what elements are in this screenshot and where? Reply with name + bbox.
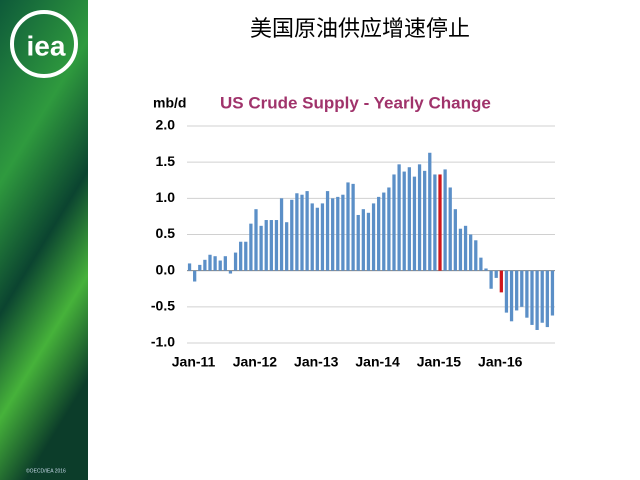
bar [397, 164, 401, 271]
bar [198, 264, 202, 271]
bar [371, 203, 376, 271]
bar [469, 234, 473, 271]
bar [336, 196, 340, 271]
x-tick-label: Jan-11 [172, 354, 216, 370]
bar [402, 171, 406, 271]
bar [499, 270, 503, 293]
footer: ©OECD/IEA 2016 [26, 467, 66, 474]
bar [331, 198, 335, 271]
bar [377, 196, 381, 271]
bar [203, 259, 207, 271]
bar [540, 270, 544, 323]
bar [453, 209, 457, 271]
bar [187, 263, 192, 271]
y-tick-label: 0.0 [156, 261, 176, 277]
bar [550, 270, 555, 316]
bar [239, 241, 243, 271]
slide-title: 美国原油供应增速停止 [250, 17, 470, 42]
y-tick-label: -0.5 [151, 298, 175, 314]
bar [233, 252, 238, 271]
bar [193, 270, 197, 282]
bar [387, 187, 391, 271]
bar [218, 260, 222, 271]
bar [295, 193, 299, 271]
y-tick-label: 2.0 [156, 117, 176, 133]
bar [489, 270, 493, 289]
bar [356, 214, 360, 271]
bar [530, 270, 534, 325]
bar [545, 270, 549, 328]
bar [285, 222, 289, 271]
x-tick-label: Jan-12 [233, 354, 278, 370]
bar [341, 194, 345, 271]
bar [305, 191, 309, 271]
bar [515, 270, 519, 311]
y-tick-label: 1.0 [156, 189, 176, 205]
bar [535, 270, 539, 330]
bar [279, 198, 284, 271]
bar [208, 254, 212, 271]
bar [325, 191, 330, 271]
side-panel [0, 0, 88, 480]
x-tick-label: Jan-16 [478, 354, 523, 370]
bar [300, 194, 304, 271]
bar [443, 169, 447, 271]
bar [320, 203, 325, 271]
bar [259, 225, 263, 271]
y-label: mb/d [153, 95, 186, 111]
bar [366, 212, 371, 271]
x-tick-label: Jan-14 [355, 354, 400, 370]
bar [249, 223, 253, 271]
bar [407, 167, 411, 271]
x-tick-label: Jan-15 [417, 354, 462, 370]
bar [433, 174, 437, 271]
bar [310, 203, 314, 271]
bar [525, 270, 529, 318]
bar [274, 220, 279, 271]
bar [228, 270, 233, 274]
bar [269, 220, 273, 271]
bar [509, 270, 514, 322]
bar [474, 240, 478, 271]
bar [448, 187, 452, 271]
bar [428, 152, 432, 271]
y-tick-label: 1.5 [156, 153, 176, 169]
bar [244, 241, 248, 271]
bar [479, 257, 483, 271]
bar [315, 207, 319, 271]
bar [351, 183, 355, 271]
y-tick-label: -1.0 [151, 334, 175, 350]
bar [264, 220, 268, 271]
bar [494, 270, 498, 278]
bar [361, 209, 365, 271]
logo: iea [27, 30, 66, 61]
bar [392, 174, 396, 271]
bar [254, 209, 258, 271]
bar [346, 182, 350, 271]
y-tick-label: 0.5 [156, 225, 176, 241]
bar [520, 270, 524, 307]
bar [213, 256, 217, 271]
bar [412, 176, 417, 271]
bar [382, 192, 386, 271]
x-tick-label: Jan-13 [294, 354, 339, 370]
chart-title: US Crude Supply - Yearly Change [220, 93, 491, 112]
logo-ring [10, 10, 78, 78]
bar [290, 199, 294, 271]
bar [423, 170, 427, 271]
bar [223, 256, 227, 271]
bar [484, 268, 488, 271]
bar [458, 228, 463, 271]
bar [504, 270, 509, 313]
bar [438, 174, 442, 271]
bar [463, 225, 468, 271]
bar [417, 164, 422, 271]
